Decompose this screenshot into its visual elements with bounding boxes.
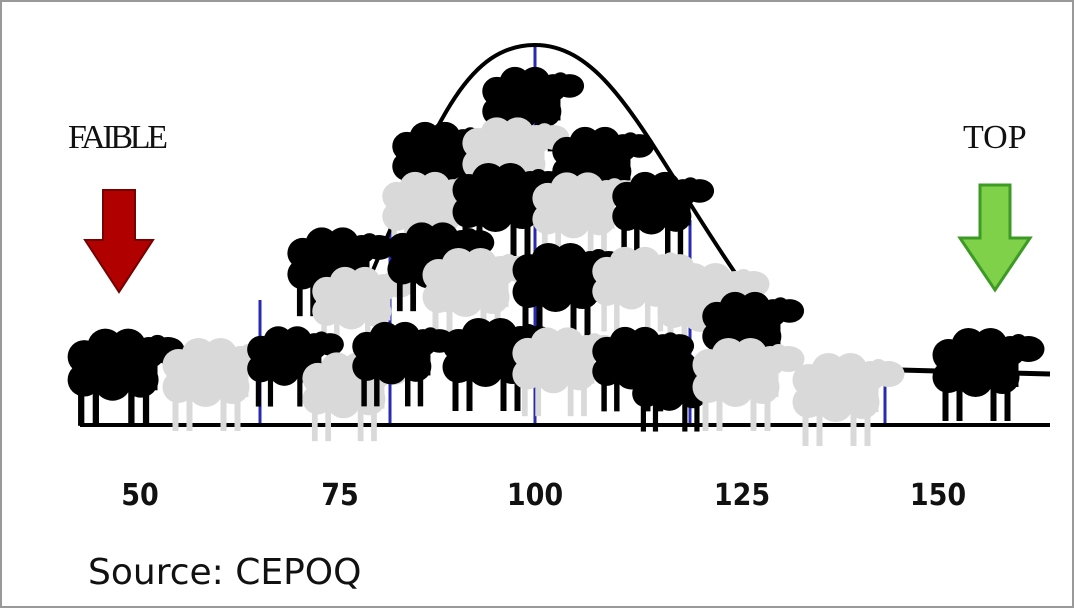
source: Source: CEPOQ <box>88 552 361 593</box>
axis-label: 75 <box>321 478 359 513</box>
right-label: TOP <box>963 119 1027 156</box>
illustration: FAIBLE TOP 50 75 100 125 150 Source: CEP… <box>0 0 1074 608</box>
axis-label: 50 <box>121 478 159 513</box>
axis-label: 125 <box>714 478 770 513</box>
axis-label: 150 <box>910 478 966 513</box>
axis-label: 100 <box>507 478 563 513</box>
left-label: FAIBLE <box>68 119 168 156</box>
